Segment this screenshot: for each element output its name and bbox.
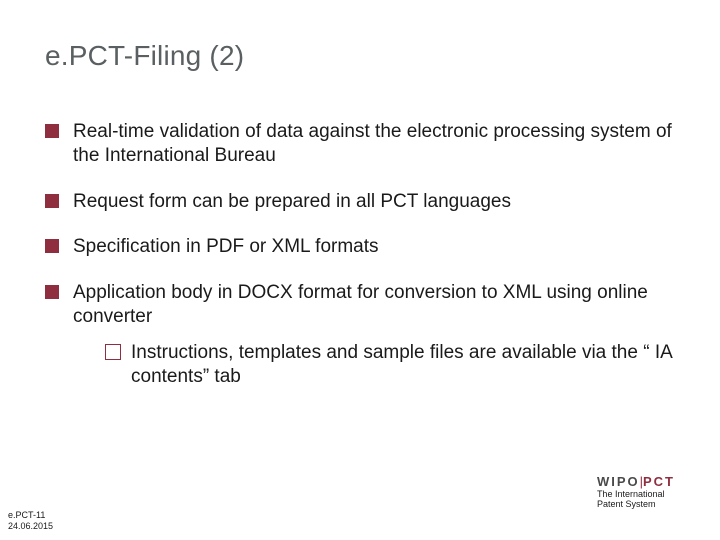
bullet-item: Real-time validation of data against the… <box>45 120 675 168</box>
sub-bullet-text: Instructions, templates and sample files… <box>131 342 672 388</box>
bullet-item: Request form can be prepared in all PCT … <box>45 190 675 214</box>
bullet-text: Application body in DOCX format for conv… <box>73 282 648 327</box>
bullet-text: Request form can be prepared in all PCT … <box>73 191 511 212</box>
footer-right: WIPO|PCT The International Patent System <box>597 474 675 510</box>
bullet-item: Specification in PDF or XML formats <box>45 235 675 259</box>
sub-bullet-item: Instructions, templates and sample files… <box>105 341 675 390</box>
brand-tagline: The International Patent System <box>597 490 675 510</box>
bullet-text: Real-time validation of data against the… <box>73 121 672 166</box>
bullet-list: Real-time validation of data against the… <box>45 120 675 390</box>
slide: e.PCT-Filing (2) Real-time validation of… <box>0 0 720 540</box>
sub-bullet-list: Instructions, templates and sample files… <box>105 341 675 390</box>
brand-wipo: WIPO <box>597 474 640 489</box>
footer-date: 24.06.2015 <box>8 521 53 532</box>
brand-line: WIPO|PCT <box>597 474 675 489</box>
bullet-item: Application body in DOCX format for conv… <box>45 281 675 390</box>
footer-left: e.PCT-11 24.06.2015 <box>8 510 53 532</box>
footer-slide-id: e.PCT-11 <box>8 510 53 521</box>
slide-title: e.PCT-Filing (2) <box>45 40 675 72</box>
brand-pct: PCT <box>643 474 675 489</box>
tagline-line-2: Patent System <box>597 500 675 510</box>
bullet-text: Specification in PDF or XML formats <box>73 236 379 257</box>
